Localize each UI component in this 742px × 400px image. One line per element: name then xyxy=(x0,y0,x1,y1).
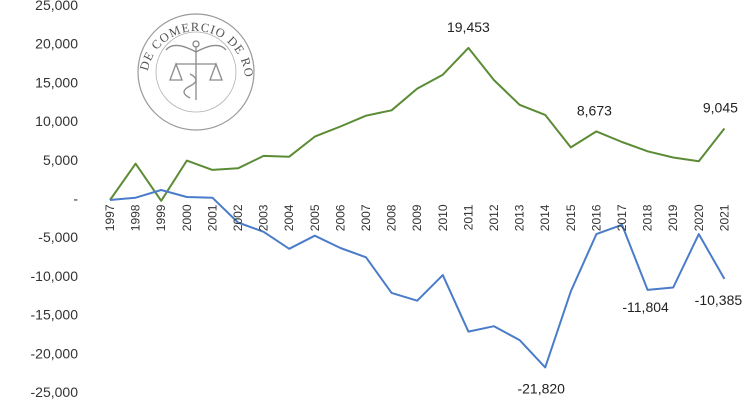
x-tick-label: 2003 xyxy=(257,204,271,231)
y-tick-label: 15,000 xyxy=(35,74,78,90)
x-tick-label: 2008 xyxy=(385,204,399,231)
x-tick-label: 2021 xyxy=(717,204,731,231)
seal-inner-ring xyxy=(155,31,237,113)
x-tick-label: 2012 xyxy=(487,204,501,231)
data-label: -11,804 xyxy=(622,299,669,315)
x-tick-label: 2013 xyxy=(513,204,527,231)
caduceus-scales-icon xyxy=(165,40,227,100)
x-tick-label: 2015 xyxy=(564,204,578,231)
x-tick-label: 2014 xyxy=(538,204,552,231)
series-line-blue xyxy=(109,189,726,369)
x-tick-label: 2016 xyxy=(589,204,603,231)
data-label: -10,385 xyxy=(695,292,742,308)
x-tick-label: 2017 xyxy=(615,204,629,231)
x-tick-label: 2007 xyxy=(359,204,373,231)
y-tick-label: -5,000 xyxy=(38,229,78,245)
data-label: -21,820 xyxy=(517,380,565,396)
watermark-seal: BOLSA DE COMERCIO DE ROSARIO xyxy=(0,0,255,131)
x-tick-label: 1999 xyxy=(154,204,168,231)
y-tick-label: 25,000 xyxy=(35,0,78,13)
y-tick-label: 5,000 xyxy=(43,152,78,168)
data-labels: 19,453 8,673 9,045 -21,820 -11,804 -10,385 xyxy=(447,19,742,396)
series-lines xyxy=(109,46,726,369)
y-tick-label: -25,000 xyxy=(31,384,79,400)
y-tick-label: 10,000 xyxy=(35,113,78,129)
series-line-green xyxy=(109,46,726,202)
data-label: 9,045 xyxy=(703,99,738,115)
x-tick-label: 2006 xyxy=(333,204,347,231)
x-tick-label: 2004 xyxy=(282,204,296,231)
y-axis-ticks: 25,000 20,000 15,000 10,000 5,000 - -5,000 -10,… xyxy=(31,0,79,400)
x-tick-label: 2002 xyxy=(231,204,245,231)
x-tick-label: 2009 xyxy=(410,204,424,231)
x-tick-label: 1998 xyxy=(129,204,143,231)
x-tick-label: 2001 xyxy=(205,204,219,231)
y-tick-label: -15,000 xyxy=(31,307,79,323)
x-tick-label: 2011 xyxy=(461,204,475,230)
y-tick-label: -20,000 xyxy=(31,345,79,361)
y-tick-label: - xyxy=(73,191,78,207)
x-tick-label: 2020 xyxy=(692,204,706,231)
x-axis-ticks: 1997 1998 1999 2000 2001 2002 2003 2004 2005 2006… xyxy=(103,204,731,231)
x-tick-label: 2018 xyxy=(641,204,655,231)
y-tick-label: 20,000 xyxy=(35,36,78,52)
x-tick-label: 1997 xyxy=(103,204,117,231)
x-tick-label: 2005 xyxy=(308,204,322,231)
data-label: 19,453 xyxy=(447,19,490,35)
x-tick-label: 2019 xyxy=(666,204,680,231)
x-tick-label: 2010 xyxy=(436,204,450,231)
data-label: 8,673 xyxy=(577,102,612,118)
x-tick-label: 2000 xyxy=(180,204,194,231)
seal-outer-ring xyxy=(137,13,255,131)
y-tick-label: -10,000 xyxy=(31,268,79,284)
